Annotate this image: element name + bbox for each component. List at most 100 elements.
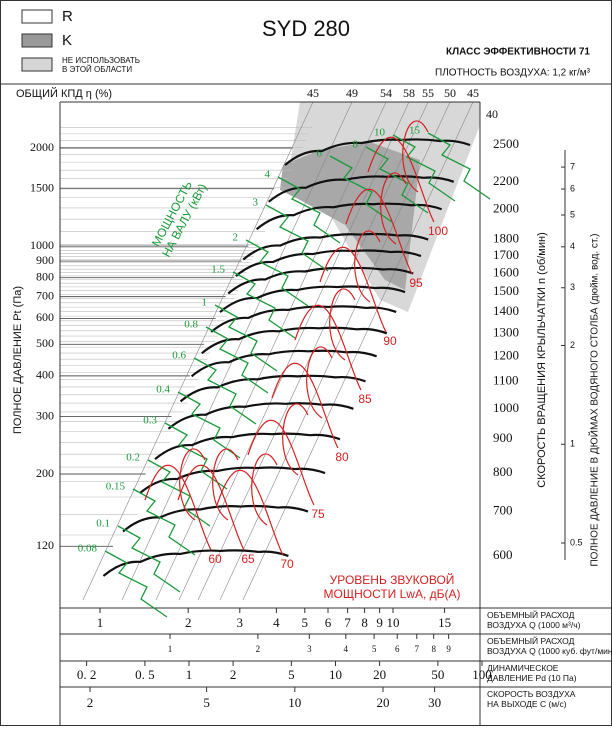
speed-tick-label: 1700 [493, 247, 519, 262]
power-line [214, 304, 278, 372]
speed-curve [102, 549, 289, 577]
k-area [280, 142, 420, 290]
scale-tick-label: 0. 2 [77, 667, 97, 682]
y-tick-label: 500 [36, 336, 54, 350]
inch-tick-label: 3 [570, 282, 575, 292]
power-line [177, 391, 241, 459]
efficiency-tick-label: 40 [486, 107, 498, 121]
y-tick-label: 2000 [30, 140, 54, 154]
y-tick-label: 600 [36, 310, 54, 324]
speed-curve [179, 374, 366, 403]
y-tick-label: 300 [36, 408, 54, 422]
sound-curve [271, 346, 339, 449]
power-label: 0.08 [78, 543, 98, 555]
title: SYD 280 [262, 16, 350, 41]
power-line [277, 176, 341, 244]
scale-tick-label: 4 [344, 644, 349, 654]
scale-label-line: ДАВЛЕНИЕ Pd (10 Па) [487, 673, 577, 683]
efficiency-tick-label: 45 [467, 86, 479, 100]
scale-tick-label: 2 [87, 695, 94, 710]
sound-axis-label: УРОВЕНЬ ЗВУКОВОЙ МОЩНОСТИ LwA, дБ(A) [323, 572, 460, 601]
sound-curve [144, 448, 212, 551]
power-label: 1 [202, 297, 208, 309]
speed-tick-label: 1000 [493, 400, 519, 415]
scale-tick-label: 6 [325, 615, 332, 630]
legend-label: R [62, 8, 73, 25]
sound-label: 80 [335, 450, 349, 464]
speed-curve [190, 349, 377, 378]
power-line [265, 204, 329, 272]
sound-label: 75 [311, 507, 325, 521]
inch-tick-label: 0.5 [570, 537, 583, 547]
efficiency-line [82, 101, 314, 601]
speed-tick-label: 1600 [493, 265, 519, 280]
scale-tick-label: 9 [376, 615, 383, 630]
scale-tick-label: 2 [230, 667, 237, 682]
power-label: 0.8 [184, 319, 198, 331]
efficiency-tick-label: 55 [422, 86, 434, 100]
speed-curve [122, 504, 309, 533]
power-line [245, 239, 309, 307]
inch-axis-label: ПОЛНОЕ ДАВЛЕНИЕ В ДЮЙМАХ ВОДЯНОГО СТОЛБА… [588, 234, 601, 567]
sound-label: 65 [241, 552, 255, 566]
scale-tick-label: 5 [372, 644, 377, 654]
power-label: 0.2 [126, 452, 140, 464]
efficiency-tick-label: 58 [403, 86, 415, 100]
sound-curve [345, 172, 413, 275]
efficiency-class: КЛАСС ЭФФЕКТИВНОСТИ 71 [446, 47, 590, 58]
power-label: 4 [265, 169, 271, 181]
sound-label: 70 [280, 557, 294, 571]
scale-tick-label: 5 [288, 667, 295, 682]
efficiency-label: ОБЩИЙ КПД η (%) [16, 87, 112, 100]
scale-tick-label: 9 [446, 644, 451, 654]
power-label: 10 [374, 127, 386, 139]
scale-tick-label: 2 [256, 644, 261, 654]
power-line [132, 488, 196, 556]
sound-curve [319, 230, 387, 333]
scale-label-line: ВОЗДУХА Q (1000 м³/ч) [487, 620, 581, 630]
y-tick-label: 800 [36, 269, 54, 283]
efficiency-tick-label: 54 [380, 86, 392, 100]
sound-curve [216, 453, 284, 556]
speed-tick-label: 1200 [493, 347, 519, 362]
legend-label-line: В ЭТОЙ ОБЛАСТИ [62, 65, 132, 74]
scale-tick-label: 10 [387, 615, 400, 630]
power-label: 1.5 [211, 264, 225, 276]
speed-tick-label: 700 [493, 503, 513, 518]
scale-label: ДИНАМИЧЕСКОЕ ДАВЛЕНИЕ Pd (10 Па) [487, 663, 577, 683]
scale-label-line: ОБЪЕМНЫЙ РАСХОД [487, 609, 575, 620]
scale-label: СКОРОСТЬ ВОЗДУХА НА ВЫХОДЕ С (м/с) [487, 689, 576, 709]
efficiency-tick-label: 49 [346, 86, 358, 100]
power-line [147, 459, 211, 527]
scale-label: ОБЪЕМНЫЙ РАСХОД ВОЗДУХА Q (1000 куб. фут/… [487, 635, 612, 656]
sound-label: 95 [409, 276, 423, 290]
scale-tick-label: 1 [97, 615, 104, 630]
y-tick-label: 700 [36, 288, 54, 302]
scale-tick-label: 5 [203, 695, 210, 710]
scale-label-line: ВОЗДУХА Q (1000 куб. фут/мин) [487, 646, 612, 656]
scale-label-line: СКОРОСТЬ ВОЗДУХА [487, 689, 576, 699]
sound-curve [177, 448, 245, 551]
power-line [427, 132, 491, 200]
scale-tick-label: 20 [377, 695, 390, 710]
scale-tick-label: 50 [431, 667, 444, 682]
power-line [205, 326, 269, 394]
power-line [392, 134, 456, 202]
power-label: 15 [409, 125, 421, 137]
speed-curve [235, 249, 422, 277]
speed-tick-label: 1400 [493, 303, 519, 318]
legend-label: НЕ ИСПОЛЬЗОВАТЬ В ЭТОЙ ОБЛАСТИ [62, 56, 140, 74]
scale-tick-label: 30 [428, 695, 441, 710]
legend-label-line: НЕ ИСПОЛЬЗОВАТЬ [62, 56, 140, 65]
scale-tick-label: 5 [302, 615, 309, 630]
power-line [164, 422, 228, 490]
power-line [104, 550, 168, 618]
scale-tick-label: 6 [395, 644, 400, 654]
sound-label: 100 [428, 224, 448, 238]
power-label: 8 [353, 139, 359, 151]
speed-tick-label: 1100 [493, 372, 519, 387]
y-tick-label: 1500 [30, 180, 54, 194]
scale-tick-label: 10 [288, 695, 301, 710]
sound-axis-label-line: МОЩНОСТИ LwA, дБ(A) [323, 587, 460, 601]
y-axis-label: ПОЛНОЕ ДАВЛЕНИЕ Pt (Па) [12, 286, 24, 434]
